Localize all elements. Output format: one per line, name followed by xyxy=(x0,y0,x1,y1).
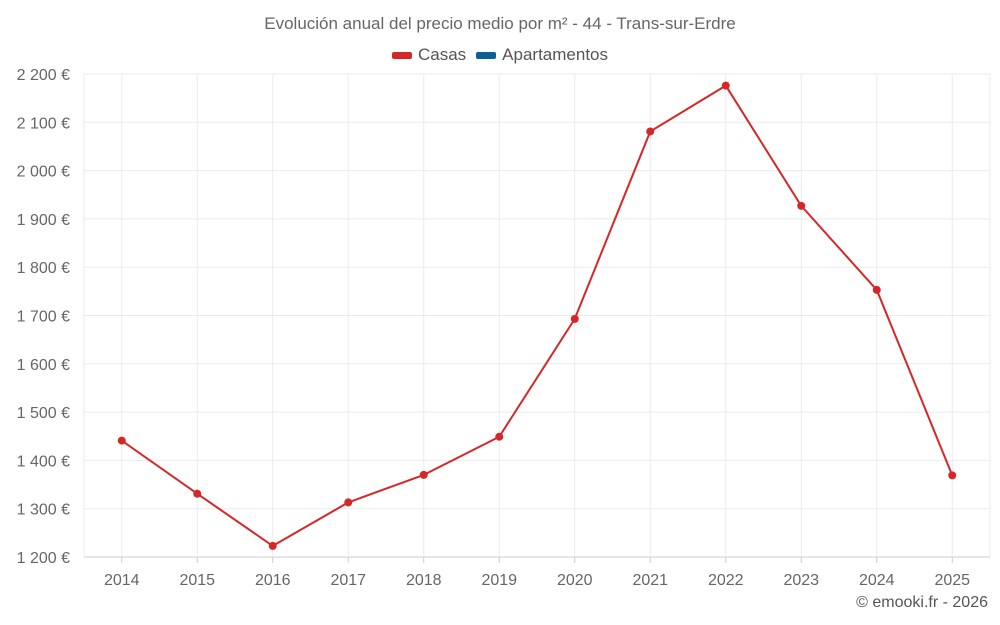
data-point-casas-2016 xyxy=(268,541,277,550)
x-tick-label: 2014 xyxy=(104,572,140,589)
y-tick-label: 2 100 € xyxy=(17,115,70,132)
y-tick-label: 1 200 € xyxy=(17,550,70,567)
y-tick-label: 1 600 € xyxy=(17,357,70,374)
y-tick-label: 1 300 € xyxy=(17,502,70,519)
x-tick-label: 2018 xyxy=(406,572,442,589)
x-tick-label: 2020 xyxy=(557,572,593,589)
chart-title: Evolución anual del precio medio por m² … xyxy=(264,14,736,33)
data-point-casas-2015 xyxy=(193,489,202,498)
data-point-casas-2020 xyxy=(570,314,579,323)
legend-swatch-casas xyxy=(391,51,412,59)
y-tick-label: 2 200 € xyxy=(17,67,70,84)
data-point-casas-2018 xyxy=(419,470,428,479)
x-tick-label: 2024 xyxy=(859,572,895,589)
y-tick-label: 1 500 € xyxy=(17,405,70,422)
y-tick-label: 1 700 € xyxy=(17,309,70,326)
legend-item-apartamentos[interactable]: Apartamentos xyxy=(476,45,608,65)
chart-legend: Casas Apartamentos xyxy=(0,45,1000,65)
data-point-casas-2019 xyxy=(495,432,504,441)
y-tick-label: 1 900 € xyxy=(17,212,70,229)
y-tick-label: 1 800 € xyxy=(17,260,70,277)
data-point-casas-2025 xyxy=(948,471,957,480)
y-tick-label: 2 000 € xyxy=(17,164,70,181)
data-point-casas-2014 xyxy=(117,436,126,445)
legend-label-casas: Casas xyxy=(417,45,467,64)
x-tick-label: 2016 xyxy=(255,572,291,589)
data-point-casas-2022 xyxy=(721,81,730,90)
x-tick-label: 2023 xyxy=(783,572,819,589)
legend-item-casas[interactable]: Casas xyxy=(391,45,467,65)
y-tick-label: 1 400 € xyxy=(17,453,70,470)
legend-label-apartamentos: Apartamentos xyxy=(502,45,609,64)
x-tick-label: 2025 xyxy=(934,572,970,589)
data-point-casas-2023 xyxy=(797,201,806,210)
credit-text: © emooki.fr - 2026 xyxy=(856,594,988,611)
series-line-casas xyxy=(121,84,954,547)
x-tick-label: 2017 xyxy=(330,572,366,589)
x-tick-label: 2022 xyxy=(708,572,744,589)
data-point-casas-2024 xyxy=(872,285,881,294)
x-tick-label: 2021 xyxy=(632,572,668,589)
x-tick-label: 2019 xyxy=(481,572,517,589)
legend-swatch-apartamentos xyxy=(476,51,497,59)
data-point-casas-2017 xyxy=(344,498,353,507)
x-tick-label: 2015 xyxy=(179,572,215,589)
data-point-casas-2021 xyxy=(646,127,655,136)
